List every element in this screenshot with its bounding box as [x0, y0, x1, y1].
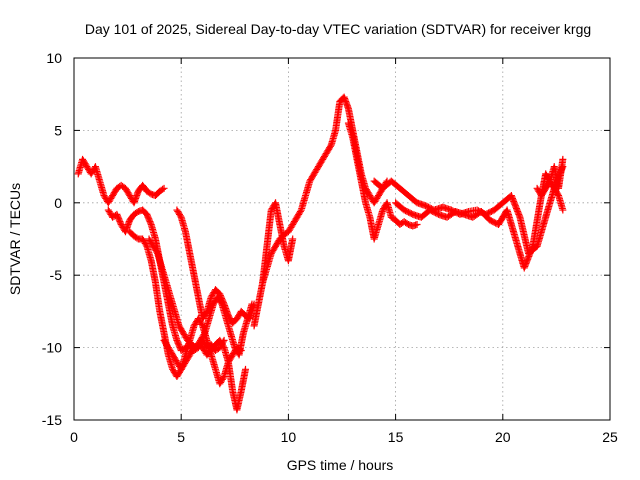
x-tick-label: 0	[70, 429, 78, 445]
y-tick-label: -5	[50, 267, 63, 283]
y-tick-label: 10	[46, 50, 62, 66]
y-tick-label: -10	[42, 340, 62, 356]
x-tick-label: 25	[602, 429, 618, 445]
data-point	[559, 155, 567, 163]
data-point	[413, 221, 421, 229]
data-point	[326, 142, 334, 150]
data-points	[74, 93, 567, 414]
axis-ticks: 0 5 10 15 20 25 -15 -10 -5 0 5 10	[42, 50, 618, 445]
data-point	[153, 248, 161, 256]
plot-frame	[73, 57, 611, 421]
x-tick-label: 15	[388, 429, 404, 445]
y-tick-label: 5	[54, 122, 62, 138]
y-tick-label: 0	[54, 195, 62, 211]
data-point	[142, 241, 150, 249]
data-point	[160, 184, 168, 192]
data-point	[159, 185, 167, 193]
data-point	[296, 207, 304, 215]
data-point	[219, 342, 227, 350]
data-point	[202, 309, 210, 317]
x-tick-label: 20	[495, 429, 511, 445]
data-point	[559, 206, 567, 214]
data-point	[289, 235, 297, 243]
data-point	[242, 365, 250, 373]
data-point	[200, 331, 208, 339]
data-point	[198, 320, 206, 328]
x-tick-label: 10	[281, 429, 297, 445]
data-point	[176, 212, 184, 220]
x-axis-label: GPS time / hours	[287, 457, 394, 473]
chart-title: Day 101 of 2025, Sidereal Day-to-day VTE…	[85, 21, 591, 37]
data-point	[147, 219, 155, 227]
data-point	[219, 374, 227, 382]
y-tick-label: -15	[42, 412, 62, 428]
y-axis-label: SDTVAR / TECUs	[7, 183, 23, 295]
x-tick-label: 5	[177, 429, 185, 445]
